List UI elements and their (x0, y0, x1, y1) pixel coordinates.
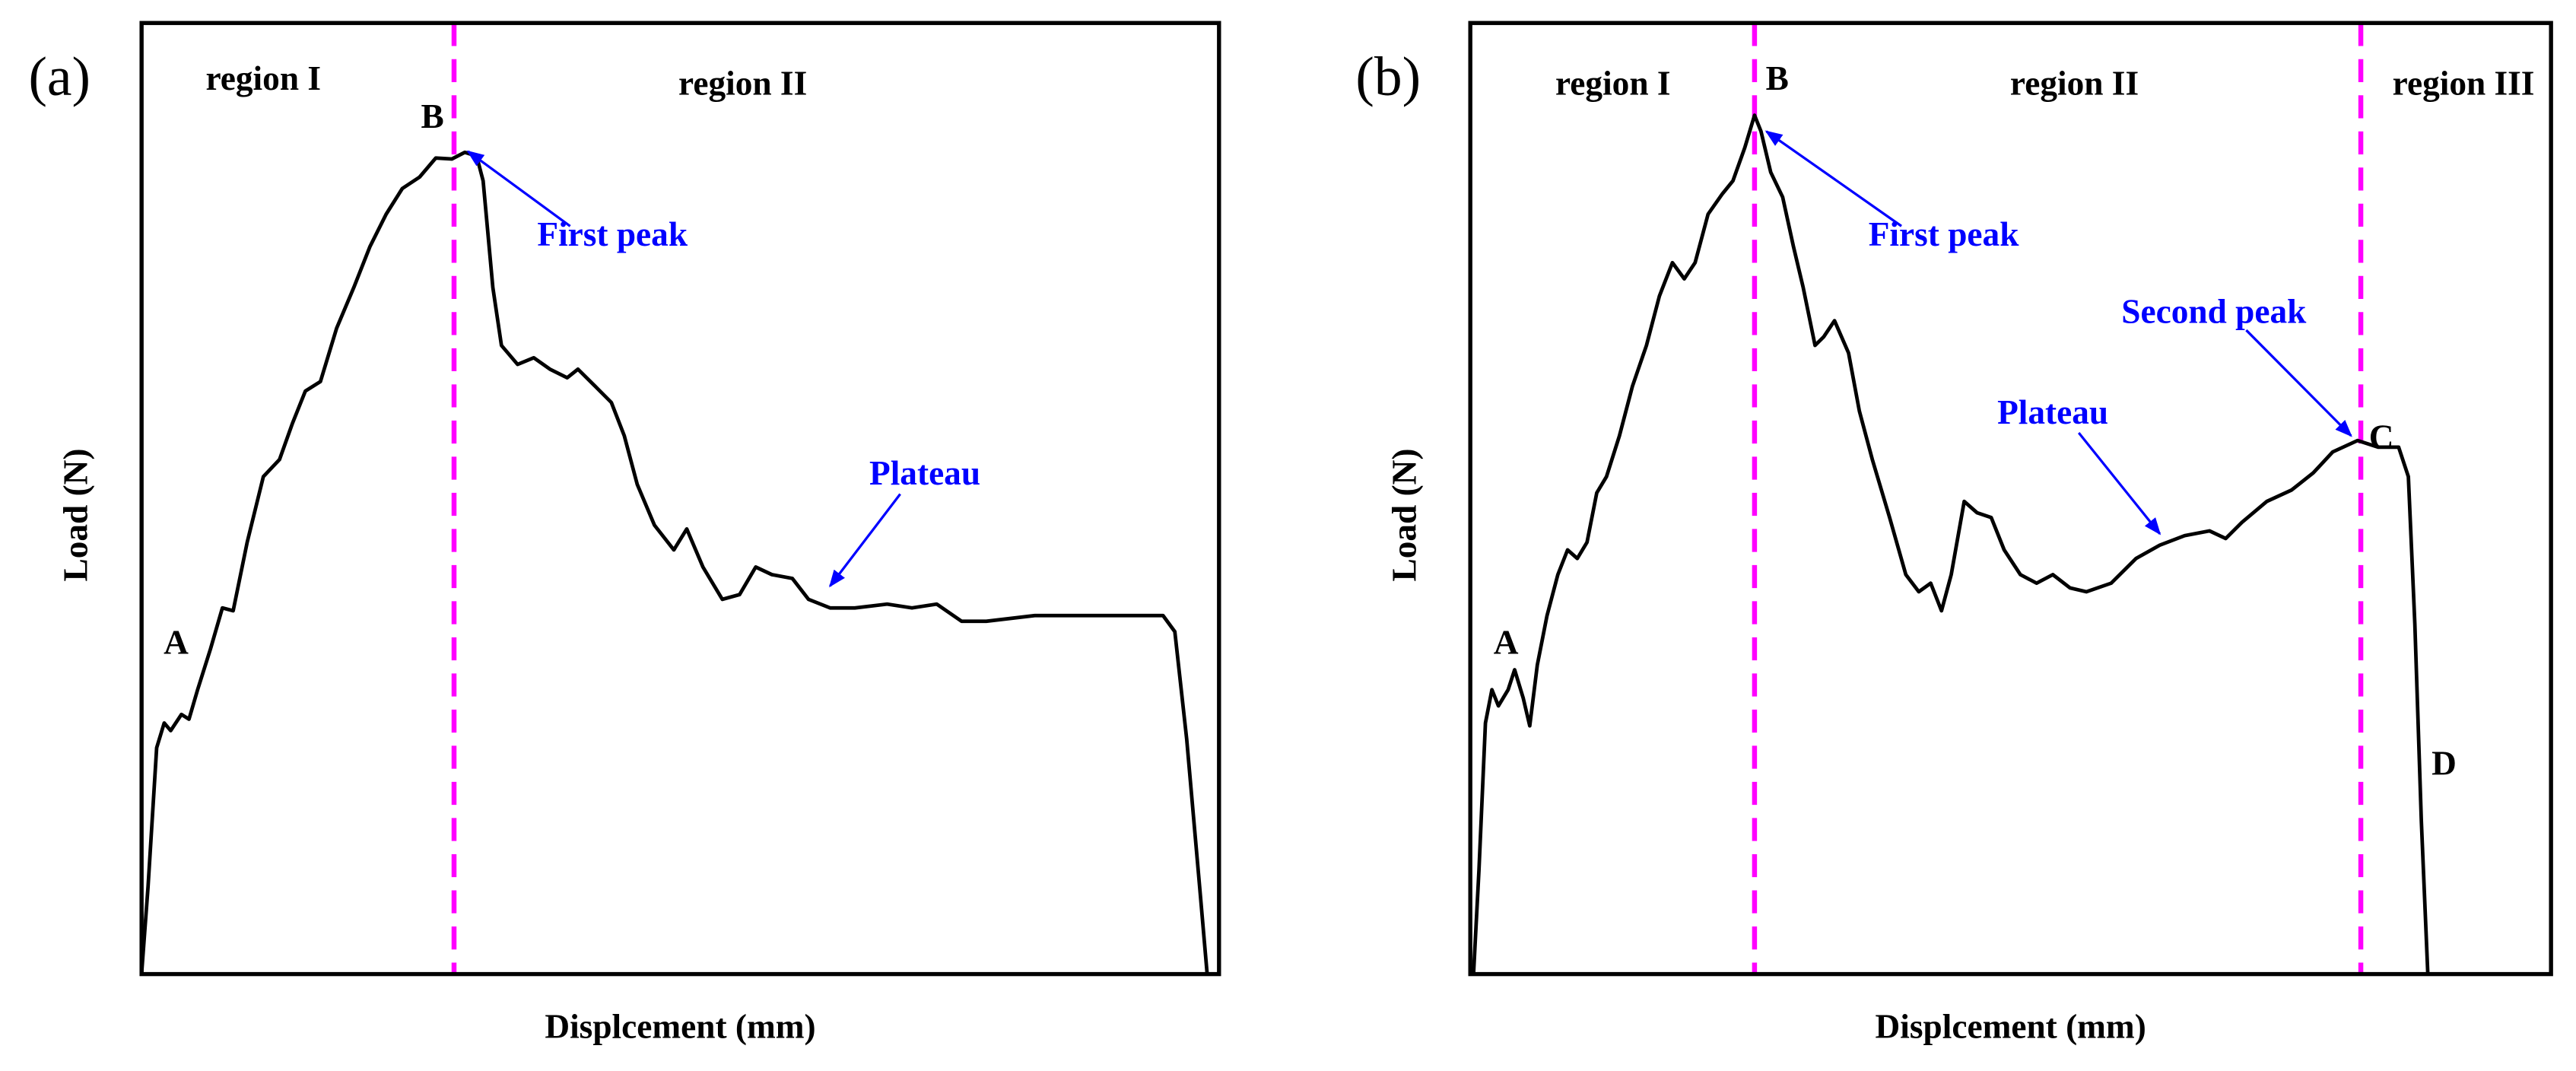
annotation: region III (2393, 64, 2535, 102)
annotation: D (2431, 744, 2457, 782)
x-axis-label: Displcement (mm) (1876, 1007, 2146, 1045)
y-axis-label: Load (N) (57, 448, 95, 581)
annotation: region I (205, 59, 321, 97)
annotation: region II (2010, 64, 2139, 102)
annotation-arrow (466, 150, 571, 227)
annotation-arrow (829, 493, 901, 588)
annotation: First peak (537, 215, 688, 253)
annotation: First peak (1869, 215, 2019, 253)
annotation: region I (1555, 64, 1671, 102)
annotation-arrow (1764, 130, 1902, 227)
annotation-arrow (2077, 432, 2161, 536)
panel-label: (a) (28, 46, 90, 107)
annotation: A (164, 624, 189, 662)
plot-frame (139, 21, 1221, 977)
panel-label: (b) (1355, 46, 1421, 107)
annotation-arrow (2245, 329, 2352, 437)
load-curve (1472, 113, 2430, 974)
annotation: region II (678, 64, 807, 102)
x-axis-label: Displcement (mm) (545, 1007, 815, 1045)
plot-frame (1468, 21, 2553, 977)
annotation: Second peak (2121, 292, 2307, 330)
y-axis-label: Load (N) (1386, 448, 1424, 581)
annotation: A (1494, 624, 1519, 662)
annotation: B (1766, 59, 1789, 97)
annotation: C (2369, 418, 2394, 456)
annotation: B (421, 97, 444, 135)
annotation: Plateau (1997, 393, 2108, 431)
annotation: Plateau (869, 454, 980, 492)
load-curve (139, 150, 1209, 974)
